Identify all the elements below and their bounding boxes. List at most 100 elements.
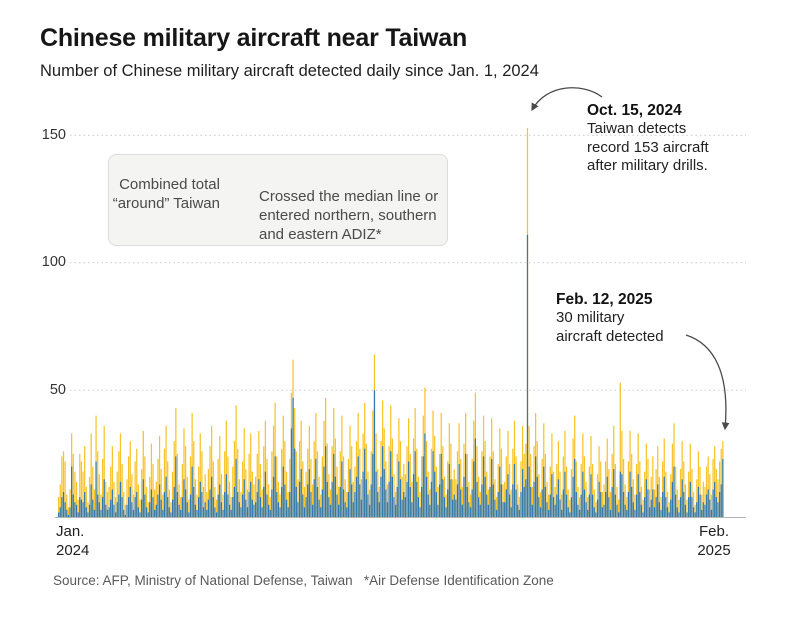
gridlines <box>70 134 746 391</box>
bar-segment <box>561 494 563 518</box>
bar-segment <box>114 497 117 518</box>
bar-segment <box>271 451 273 518</box>
bar-segment <box>331 446 333 518</box>
bar-segment <box>302 494 304 518</box>
bar-segment <box>178 484 180 518</box>
bar-segment <box>710 494 713 518</box>
bar-segment <box>481 484 483 518</box>
bar-segment <box>621 474 623 518</box>
bar-segment <box>639 492 641 518</box>
bar-segment <box>235 458 237 518</box>
bar-segment <box>184 446 187 518</box>
bar-segment <box>694 504 696 518</box>
bar-segment <box>448 464 450 518</box>
bar-segment <box>259 497 262 518</box>
bar-segment <box>606 476 608 518</box>
bar-segment <box>105 481 107 518</box>
bar-segment <box>417 476 420 518</box>
x-tick-jan-2024-year: 2024 <box>56 542 90 559</box>
y-tick-100: 100 <box>41 254 66 270</box>
bar-segment <box>622 492 625 518</box>
bar-segment <box>173 441 175 518</box>
bar-segment <box>640 486 643 518</box>
bar-segment <box>720 484 722 518</box>
bar-segment <box>336 494 338 518</box>
bar-segment <box>157 458 159 518</box>
bar-segment <box>232 497 234 518</box>
bar-segment <box>181 464 183 518</box>
bar-segment <box>251 499 253 518</box>
bar-segment <box>461 486 463 518</box>
bar-segment <box>518 509 520 518</box>
bar-segment <box>640 504 643 518</box>
bar-segment <box>266 458 268 518</box>
bar-segment <box>214 486 216 518</box>
bar-segment <box>261 489 263 518</box>
bar-segment <box>707 489 709 518</box>
bar-segment <box>281 486 283 518</box>
bar-segment <box>101 497 104 518</box>
bar-segment <box>77 512 79 518</box>
bar-segment <box>92 466 94 518</box>
bar-segment <box>634 494 636 518</box>
bar-segment <box>611 453 613 518</box>
bar-segment <box>228 504 231 518</box>
bar-segment <box>58 497 60 518</box>
bar-segment <box>298 441 301 518</box>
bar-segment <box>696 479 698 518</box>
bar-segment <box>281 448 283 518</box>
bar-segment <box>658 502 660 518</box>
bar-segment <box>635 494 638 518</box>
bar-segment <box>505 456 507 518</box>
bar-segment <box>504 502 506 518</box>
bar-segment <box>162 509 164 518</box>
bar-segment <box>134 497 136 518</box>
bar-segment <box>323 466 325 518</box>
y-tick-150: 150 <box>41 127 66 143</box>
bar-segment <box>696 502 698 518</box>
bar-segment <box>103 425 105 518</box>
bar-segment <box>88 476 91 518</box>
bar-segment <box>671 481 674 518</box>
bar-segment <box>328 474 330 518</box>
bar-segment <box>429 504 431 518</box>
bar-segment <box>189 456 192 518</box>
bar-segment <box>359 484 361 518</box>
bar-segment <box>565 466 568 518</box>
bar-segment <box>605 461 607 518</box>
bar-segment <box>354 492 356 518</box>
bar-segment <box>250 481 252 518</box>
bar-segment <box>259 464 262 518</box>
bar-segment <box>409 486 411 518</box>
bar-segment <box>395 492 397 518</box>
bar-segment <box>59 507 61 518</box>
bar-segment <box>365 479 367 518</box>
bar-segment <box>666 507 669 518</box>
bar-segment <box>233 486 236 518</box>
bar-segment <box>541 489 543 518</box>
bar-segment <box>504 481 506 518</box>
bar-segment <box>699 494 701 518</box>
bar-segment <box>399 479 402 518</box>
bar-segment <box>443 497 446 518</box>
bar-segment <box>463 476 465 518</box>
bar-segment <box>614 464 617 518</box>
bar-segment <box>531 504 533 518</box>
bar-segment <box>460 489 462 518</box>
bar-segment <box>285 471 288 518</box>
bar-segment <box>644 471 646 518</box>
bar-segment <box>619 471 621 518</box>
bar-segment <box>224 492 226 518</box>
bar-segment <box>204 502 206 518</box>
bar-segment <box>142 479 144 518</box>
bar-segment <box>254 476 257 518</box>
bar-segment <box>90 433 92 518</box>
bar-segment <box>648 507 651 518</box>
bar-segment <box>440 453 442 518</box>
bar-segment <box>508 494 511 518</box>
bar-segment <box>661 492 664 518</box>
bar-segment <box>631 453 633 518</box>
bar-segment <box>173 486 175 518</box>
bar-segment <box>710 509 713 518</box>
bar-segment <box>359 448 361 518</box>
